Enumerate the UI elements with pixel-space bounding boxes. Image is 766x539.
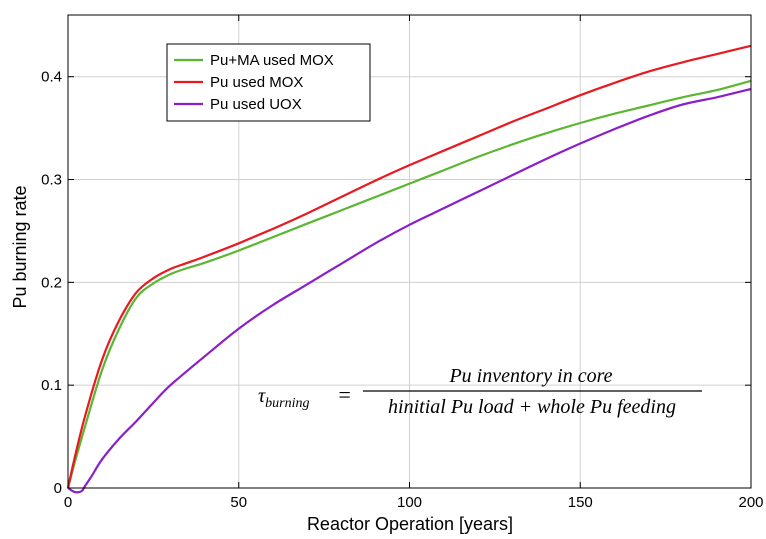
y-tick-label: 0.4	[41, 69, 62, 86]
y-tick-label: 0.3	[41, 172, 62, 189]
series-line-pu-used-mox	[66, 44, 752, 489]
burning-rate-formula: τburning = Pu inventory in core hinitial…	[258, 365, 702, 418]
x-tick-label: 150	[568, 494, 593, 511]
formula-equals: =	[337, 382, 352, 407]
legend-label: Pu used MOX	[210, 74, 303, 91]
x-tick-label: 50	[230, 494, 247, 511]
legend-label: Pu+MA used MOX	[210, 52, 334, 69]
x-axis-label: Reactor Operation [years]	[307, 514, 513, 534]
formula-denominator: hinitial Pu load + whole Pu feeding	[388, 396, 676, 418]
formula-lhs: τburning	[258, 385, 310, 411]
y-tick-label: 0	[54, 480, 62, 497]
y-tick-label: 0.2	[41, 274, 62, 291]
x-tick-label: 0	[64, 494, 72, 511]
x-tick-label: 100	[397, 494, 422, 511]
series-lines	[66, 44, 752, 494]
series-line-pu-used-uox	[67, 87, 752, 494]
y-tick-label: 0.1	[41, 377, 62, 394]
x-tick-label: 200	[738, 494, 763, 511]
axis-ticks	[67, 15, 752, 489]
formula-subscript: burning	[265, 396, 309, 411]
formula-tau: τ	[258, 385, 266, 407]
legend: Pu+MA used MOX Pu used MOX Pu used UOX	[166, 43, 371, 122]
tick-labels: 0 50 100 150 200 0 0.1 0.2 0.3 0.4	[41, 69, 763, 511]
legend-label: Pu used UOX	[210, 96, 302, 113]
series-line-pu-ma-used-mox	[66, 79, 752, 489]
y-axis-label: Pu burning rate	[10, 185, 30, 308]
formula-numerator: Pu inventory in core	[448, 365, 612, 387]
